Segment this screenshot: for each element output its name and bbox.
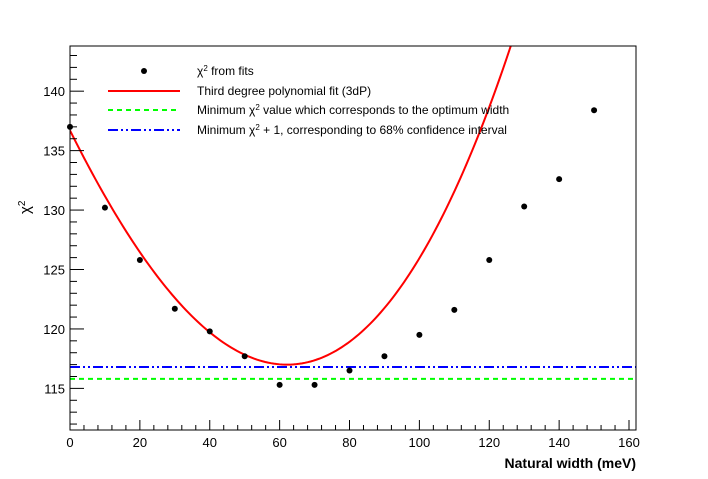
plot-curves: [70, 46, 636, 380]
legend-entry-text: Minimum χ2 value which corresponds to th…: [197, 103, 509, 118]
y-tick-label: 140: [43, 84, 65, 99]
x-tick-label: 120: [478, 435, 500, 450]
legend: χ2 from fits Third degree polynomial fit …: [108, 64, 509, 138]
x-tick-label: 20: [133, 435, 147, 450]
y-tick-label: 130: [43, 203, 65, 218]
data-point: [486, 256, 493, 263]
polynomial-fit-curve: [70, 46, 512, 366]
x-tick-label: 40: [203, 435, 217, 450]
data-point: [556, 176, 563, 183]
data-point: [416, 331, 423, 338]
x-tick-label: 80: [342, 435, 356, 450]
plot-frame: [69, 45, 637, 431]
y-tick-label: 120: [43, 322, 65, 337]
y-tick-label: 135: [43, 144, 65, 159]
x-tick-label: 160: [618, 435, 640, 450]
data-point: [241, 353, 248, 360]
y-axis-title-sup: 2: [17, 200, 28, 206]
data-point: [136, 256, 143, 263]
data-point: [346, 367, 353, 374]
data-point: [101, 204, 108, 211]
legend-marker-points: [141, 68, 147, 74]
x-axis-title: Natural width (meV): [505, 455, 636, 471]
x-tick-label: 0: [66, 435, 73, 450]
data-point: [451, 306, 458, 313]
y-axis-title: χ2: [17, 200, 35, 214]
data-point: [311, 381, 318, 388]
legend-entry-text: Minimum χ2 + 1, corresponding to 68% con…: [197, 123, 507, 138]
data-point: [591, 107, 598, 114]
x-axis: 0 20 40 60 80 100 120 140 160: [66, 420, 640, 450]
data-point: [171, 305, 178, 312]
x-tick-label: 100: [409, 435, 431, 450]
data-points: [67, 107, 598, 388]
y-axis: 115 120 125 130 135 140: [43, 55, 84, 425]
y-tick-label: 115: [44, 381, 65, 396]
y-tick-label: 125: [43, 263, 65, 278]
x-tick-label: 60: [272, 435, 286, 450]
data-point: [276, 381, 283, 388]
x-tick-label: 140: [548, 435, 570, 450]
data-point: [381, 353, 388, 360]
data-point: [206, 328, 213, 335]
legend-entry-text: Third degree polynomial fit (3dP): [197, 84, 371, 98]
legend-entry-text: χ2 from fits: [197, 64, 254, 79]
data-point: [521, 203, 528, 210]
